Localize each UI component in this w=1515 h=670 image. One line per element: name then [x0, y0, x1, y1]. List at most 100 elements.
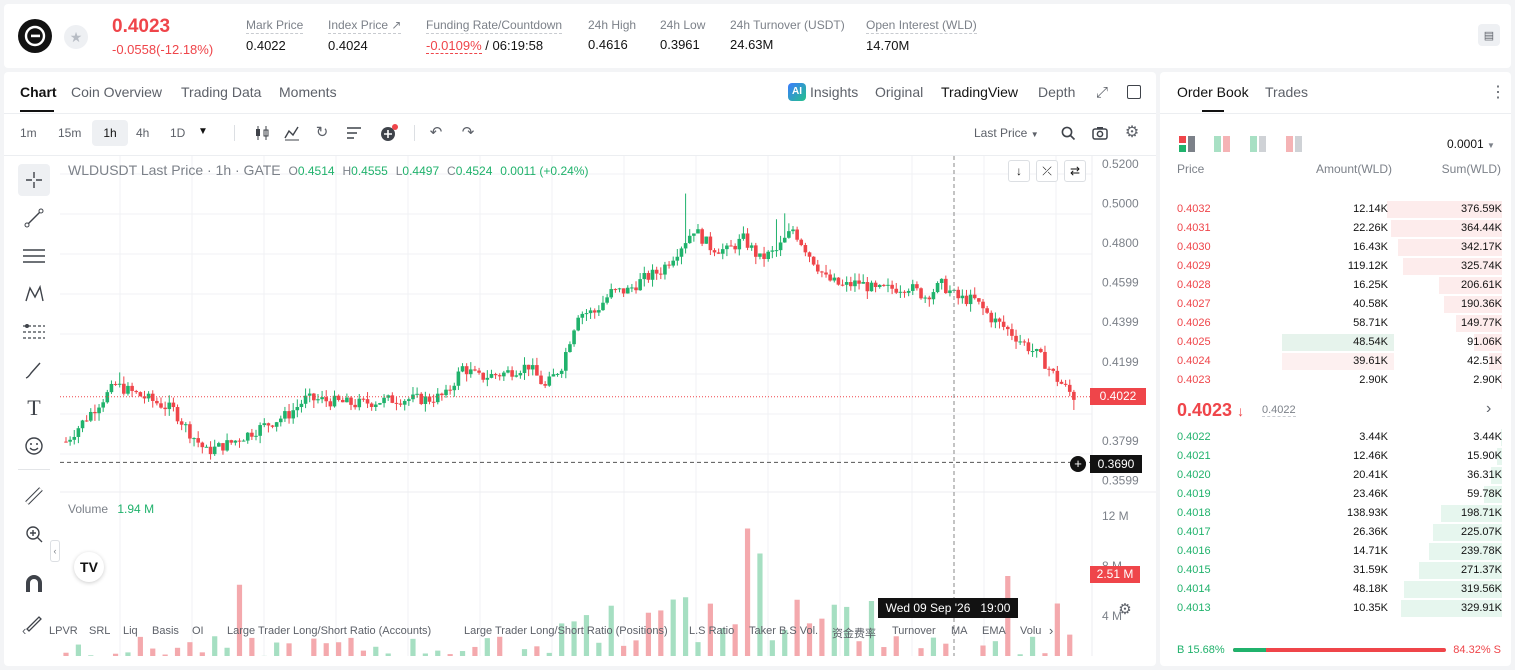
camera-icon[interactable] [1090, 123, 1110, 143]
bids-row[interactable]: 0.4015 31.59K 271.37K [1160, 561, 1512, 580]
collapse-toolbar-icon[interactable]: ‹ [50, 540, 60, 562]
tab-insights[interactable]: Insights [810, 84, 859, 100]
window-icon[interactable] [1127, 85, 1141, 99]
interval-1h[interactable]: 1h [92, 120, 128, 146]
collapse-icon[interactable]: ⤫ [1036, 160, 1058, 182]
crosshair-tool-icon[interactable] [18, 164, 50, 196]
add-alert-plus-icon[interactable]: + [1070, 456, 1086, 472]
tab-moments[interactable]: Moments [279, 84, 337, 100]
tab-chart[interactable]: Chart [20, 84, 57, 100]
bids-row[interactable]: 0.4022 3.44K 3.44K [1160, 428, 1512, 447]
tradingview-logo-icon[interactable]: TV [74, 552, 104, 582]
bids-row[interactable]: 0.4018 138.93K 198.71K [1160, 504, 1512, 523]
asks-row[interactable]: 0.4029 119.12K 325.74K [1160, 257, 1512, 276]
indicator-scroll-right-icon[interactable]: › [1049, 623, 1054, 638]
tab-trading-data[interactable]: Trading Data [181, 84, 262, 100]
pattern-tool-icon[interactable] [18, 278, 50, 310]
bids-row[interactable]: 0.4021 12.46K 15.90K [1160, 447, 1512, 466]
asks-row[interactable]: 0.4030 16.43K 342.17K [1160, 238, 1512, 257]
scroll-down-icon[interactable]: ↓ [1008, 160, 1030, 182]
indicator-turnover[interactable]: Turnover [892, 625, 936, 637]
asks-row[interactable]: 0.4023 2.90K 2.90K [1160, 371, 1512, 390]
lock-drawings-icon[interactable] [18, 606, 50, 638]
tab-trades[interactable]: Trades [1265, 84, 1309, 100]
indicator-scroll-left-icon[interactable]: ‹ [22, 623, 27, 638]
chart-settings-icon[interactable]: ⚙ [1118, 601, 1132, 618]
bids-row[interactable]: 0.4019 23.46K 59.78K [1160, 485, 1512, 504]
interval-1m[interactable]: 1m [20, 126, 37, 140]
asks-row[interactable]: 0.4024 39.61K 42.51K [1160, 352, 1512, 371]
asks-row[interactable]: 0.4028 16.25K 206.61K [1160, 276, 1512, 295]
indicator-taker-vol[interactable]: Taker B.S Vol. [749, 625, 819, 637]
stat-open-interest[interactable]: Open Interest (WLD) 14.70M [866, 18, 977, 53]
tab-order-book[interactable]: Order Book [1177, 84, 1249, 100]
candlestick-chart[interactable]: 0.5200 0.5000 0.4800 0.4599 0.4399 0.4199 0.37… [60, 156, 1156, 656]
indicators-icon[interactable] [282, 123, 302, 143]
precision-select[interactable]: 0.0001 ▼ [1447, 137, 1495, 151]
indicator-oi[interactable]: OI [192, 625, 204, 637]
book-icon[interactable]: ▤ [1478, 24, 1500, 46]
indicator-funding-rate[interactable]: 资金费率 [832, 628, 876, 640]
tab-depth[interactable]: Depth [1038, 84, 1076, 100]
add-indicator-icon[interactable] [378, 122, 400, 144]
asks-row[interactable]: 0.4025 48.54K 91.06K [1160, 333, 1512, 352]
view-asks-icon[interactable] [1286, 136, 1302, 157]
indicator-ls-positions[interactable]: Large Trader Long/Short Ratio (Positions… [464, 625, 668, 637]
expand-icon[interactable]: ⤢ [1095, 83, 1108, 101]
indicator-srl[interactable]: SRL [89, 625, 111, 637]
candle-type-icon[interactable] [252, 123, 272, 143]
templates-icon[interactable] [344, 123, 364, 143]
view-bids-icon[interactable] [1250, 136, 1266, 157]
last-price-select[interactable]: Last Price ▼ [974, 126, 1039, 140]
asks-row[interactable]: 0.4026 58.71K 149.77K [1160, 314, 1512, 333]
interval-15m[interactable]: 15m [58, 126, 82, 140]
indicator-ma[interactable]: MA [951, 625, 968, 637]
asks-row[interactable]: 0.4032 12.14K 376.59K [1160, 200, 1512, 219]
indicator-basis[interactable]: Basis [152, 625, 179, 637]
text-tool-icon[interactable]: T [27, 395, 41, 420]
bids-row[interactable]: 0.4014 48.18K 319.56K [1160, 580, 1512, 599]
candle [303, 395, 308, 404]
bids-row[interactable]: 0.4013 10.35K 329.91K [1160, 599, 1512, 618]
ruler-tool-icon[interactable] [18, 480, 50, 512]
view-both-icon[interactable] [1179, 136, 1195, 157]
trend-line-tool-icon[interactable] [18, 202, 50, 234]
maximize-icon[interactable]: ⇄ [1064, 160, 1086, 182]
bids-row[interactable]: 0.4016 14.71K 239.78K [1160, 542, 1512, 561]
chevron-down-icon[interactable]: ▼ [198, 126, 208, 137]
zoom-in-icon[interactable] [18, 518, 50, 550]
bids-row[interactable]: 0.4020 20.41K 36.31K [1160, 466, 1512, 485]
indicator-liq[interactable]: Liq [123, 625, 138, 637]
redo-icon[interactable]: ↷ [461, 124, 475, 141]
bids-row[interactable]: 0.4017 26.36K 225.07K [1160, 523, 1512, 542]
indicator-ema[interactable]: EMA [982, 625, 1006, 637]
search-icon[interactable] [1058, 123, 1078, 143]
stat-funding-rate[interactable]: Funding Rate/Countdown -0.0109% / 06:19:… [426, 18, 563, 54]
horizontal-lines-tool-icon[interactable] [18, 240, 50, 272]
stat-index-price[interactable]: Index Price ↗ 0.4024 [328, 18, 402, 53]
indicator-ls-accounts[interactable]: Large Trader Long/Short Ratio (Accounts) [227, 625, 432, 637]
tab-coin-overview[interactable]: Coin Overview [71, 84, 163, 100]
settings-gear-icon[interactable]: ⚙ [1124, 124, 1140, 141]
view-mixed-icon[interactable] [1214, 136, 1230, 157]
interval-1d[interactable]: 1D [170, 126, 186, 140]
tab-tradingview[interactable]: TradingView [941, 84, 1019, 100]
asks-row[interactable]: 0.4031 22.26K 364.44K [1160, 219, 1512, 238]
brush-tool-icon[interactable] [18, 354, 50, 386]
emoji-tool-icon[interactable] [18, 430, 50, 462]
indicator-ls-ratio[interactable]: L.S Ratio [689, 625, 735, 637]
fib-tool-icon[interactable] [18, 316, 50, 348]
undo-icon[interactable]: ↶ [429, 124, 443, 141]
tab-original[interactable]: Original [875, 84, 924, 100]
asks-row[interactable]: 0.4027 40.58K 190.36K [1160, 295, 1512, 314]
more-menu-icon[interactable]: ⋮ [1490, 84, 1506, 101]
chevron-right-icon[interactable]: › [1486, 400, 1492, 417]
ai-insights-icon[interactable]: AI [788, 83, 806, 101]
magnet-icon[interactable] [18, 568, 50, 600]
refresh-icon[interactable]: ↻ [315, 124, 329, 141]
favorite-star-icon[interactable]: ★ [64, 25, 88, 49]
indicator-lpvr[interactable]: LPVR [49, 625, 78, 637]
stat-mark-price[interactable]: Mark Price 0.4022 [246, 18, 304, 53]
indicator-volume[interactable]: Volu [1020, 625, 1042, 637]
interval-4h[interactable]: 4h [136, 126, 150, 140]
